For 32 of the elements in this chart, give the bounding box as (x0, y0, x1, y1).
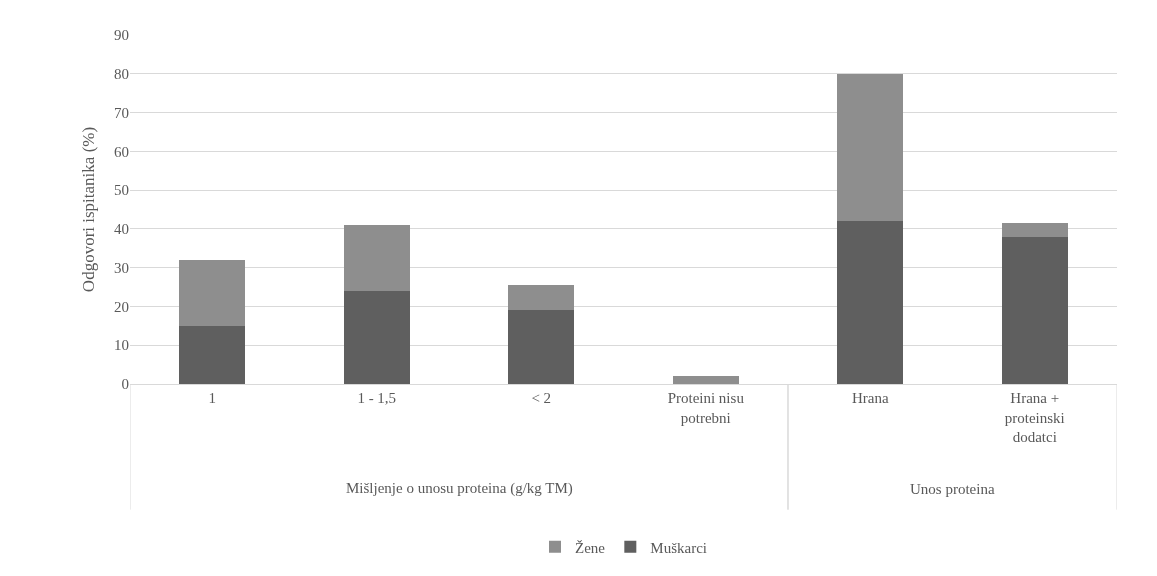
bar (837, 73, 904, 222)
bar (343, 225, 410, 291)
bar (508, 310, 575, 384)
y-tick-label: 50 (114, 182, 129, 199)
text: Mišljenje o unosu proteina (g/kg TM) (346, 480, 573, 497)
x-tick-label: 1 - 1,5 (357, 390, 397, 406)
legend-label: Muškarci (650, 539, 707, 556)
y-tick-label: 30 (114, 259, 129, 276)
x-tick-label: < 2 (531, 390, 552, 406)
x-tick-label: Proteini nisu potrebni (667, 390, 745, 426)
y-tick-label: 0 (121, 376, 129, 393)
x-tick-label: 1 (208, 390, 216, 406)
bar (672, 376, 739, 384)
bar (1001, 223, 1068, 237)
bar (837, 221, 904, 384)
bar (508, 285, 575, 311)
x-tick-label: Hrana (851, 390, 889, 406)
x-tick-label: Hrana + proteinski dodatci (1004, 390, 1065, 445)
y-tick-label: 40 (114, 221, 129, 238)
y-axis-title: Odgovori ispitanika (%) (78, 126, 98, 293)
legend-label: Žene (575, 539, 606, 556)
y-tick-label: 60 (114, 143, 129, 160)
y-tick-label: 90 (114, 27, 129, 44)
bar (343, 290, 410, 384)
y-tick-label: 10 (114, 337, 129, 354)
bar (179, 325, 246, 384)
y-tick-label: 70 (114, 104, 129, 121)
bar (1001, 236, 1068, 384)
bar (179, 259, 246, 326)
y-tick-label: 20 (114, 298, 129, 315)
text: Unos proteina (910, 481, 995, 497)
y-tick-label: 80 (114, 66, 129, 83)
